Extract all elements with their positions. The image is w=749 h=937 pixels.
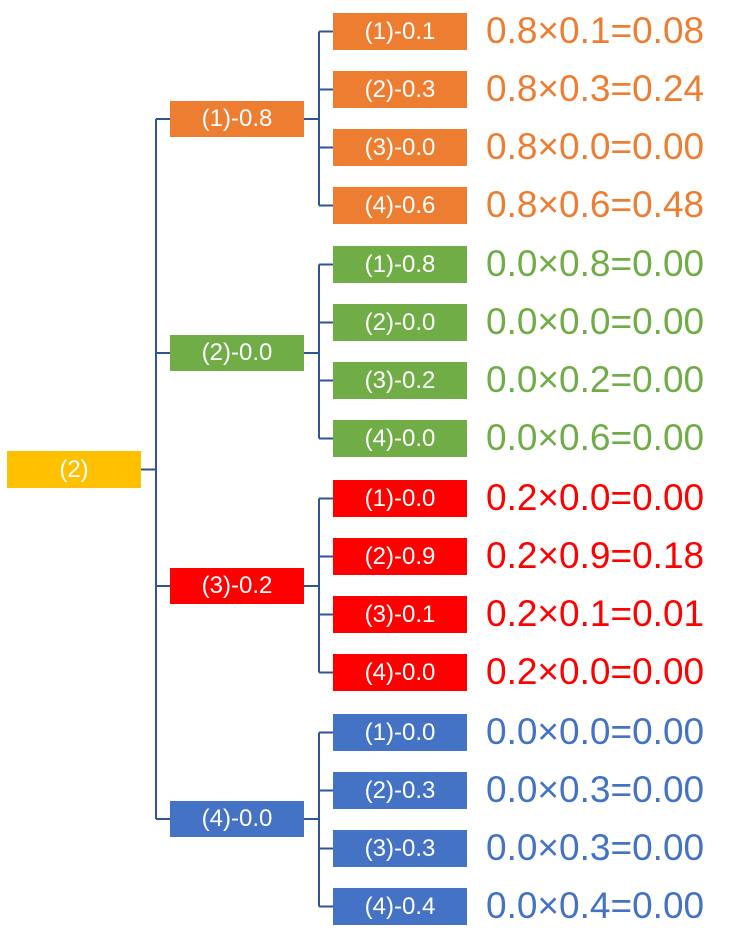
branch-4-leaf-1-result: 0.0×0.0=0.00 [486,711,705,752]
branch-4-leaf-4-result: 0.0×0.4=0.00 [486,885,705,926]
branch-2-leaf-2-label: (2)-0.0 [364,308,436,336]
branch-3-leaf-2-result: 0.2×0.9=0.18 [486,535,705,576]
branch-3-leaf-4-node: (4)-0.0 [333,654,467,691]
branch-3-leaf-3-label: (3)-0.1 [364,600,436,628]
branch-3-leaf-3-result: 0.2×0.1=0.01 [486,593,705,634]
branch-3-leaf-1-node: (1)-0.0 [333,480,467,517]
branch-1-leaf-1-node: (1)-0.1 [333,13,467,50]
branch-1-leaf-1-label: (1)-0.1 [364,17,436,45]
branch-1-leaf-4-label: (4)-0.6 [364,191,436,219]
branch-3-leaf-2-label: (2)-0.9 [364,542,436,570]
branch-3-leaf-3-node: (3)-0.1 [333,596,467,633]
branch-1-leaf-2-label: (2)-0.3 [364,75,436,103]
branch-1-leaf-3-label: (3)-0.0 [364,133,436,161]
branch-1-leaf-1-result: 0.8×0.1=0.08 [486,10,705,51]
branch-4-leaf-2-label: (2)-0.3 [364,776,436,804]
branch-1-leaf-2-node: (2)-0.3 [333,71,467,108]
branch-3-leaf-4-label: (4)-0.0 [364,658,436,686]
branch-4-leaf-1-label: (1)-0.0 [364,718,436,746]
branch-4-node: (4)-0.0 [170,801,304,837]
branch-2-leaf-1-label: (1)-0.8 [364,250,436,278]
branch-2-leaf-2-node: (2)-0.0 [333,304,467,341]
branch-4-leaf-4-label: (4)-0.4 [364,892,436,920]
branch-4-leaf-1-node: (1)-0.0 [333,714,467,751]
branch-2-leaf-3-result: 0.0×0.2=0.00 [486,359,705,400]
branch-1-leaf-3-result: 0.8×0.0=0.00 [486,126,705,167]
branch-4-leaf-4-node: (4)-0.4 [333,888,467,925]
branch-2-leaf-1-result: 0.0×0.8=0.00 [486,243,705,284]
branch-2-leaf-3-label: (3)-0.2 [364,366,436,394]
branch-3-leaf-1-result: 0.2×0.0=0.00 [486,477,705,518]
root-node-label: (2) [59,455,89,483]
branch-2-leaf-4-node: (4)-0.0 [333,420,467,457]
branch-1-node: (1)-0.8 [170,101,304,137]
branch-4-leaf-2-node: (2)-0.3 [333,772,467,809]
branch-1-leaf-2-result: 0.8×0.3=0.24 [486,68,705,109]
branch-1-label: (1)-0.8 [201,105,273,132]
branch-2-leaf-4-result: 0.0×0.6=0.00 [486,417,705,458]
branch-3-leaf-4-result: 0.2×0.0=0.00 [486,651,705,692]
branch-2-node: (2)-0.0 [170,335,304,371]
branch-1-leaf-3-node: (3)-0.0 [333,129,467,166]
root-node: (2) [7,451,141,488]
branch-2-leaf-4-label: (4)-0.0 [364,424,436,452]
branch-4-leaf-2-result: 0.0×0.3=0.00 [486,769,705,810]
branch-1-leaf-4-result: 0.8×0.6=0.48 [486,184,705,225]
branch-3-leaf-2-node: (2)-0.9 [333,538,467,575]
branch-4-label: (4)-0.0 [201,805,273,832]
branch-1-leaf-4-node: (4)-0.6 [333,187,467,224]
branch-4-leaf-3-result: 0.0×0.3=0.00 [486,827,705,868]
branch-2-leaf-3-node: (3)-0.2 [333,362,467,399]
branch-4-leaf-3-node: (3)-0.3 [333,830,467,867]
branch-3-label: (3)-0.2 [201,572,273,599]
branch-2-leaf-1-node: (1)-0.8 [333,246,467,283]
branch-3-leaf-1-label: (1)-0.0 [364,484,436,512]
branch-2-leaf-2-result: 0.0×0.0=0.00 [486,301,705,342]
branch-3-node: (3)-0.2 [170,568,304,604]
branch-4-leaf-3-label: (3)-0.3 [364,834,436,862]
branch-2-label: (2)-0.0 [201,339,273,366]
